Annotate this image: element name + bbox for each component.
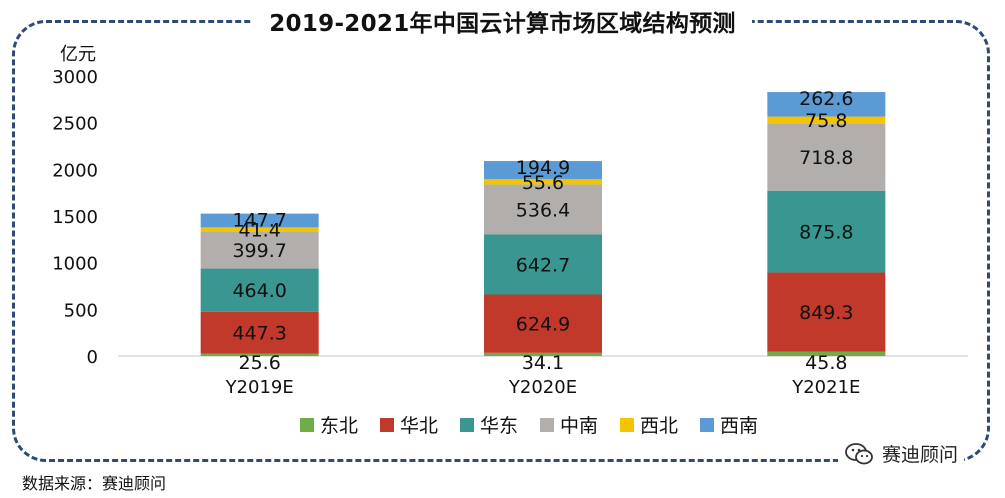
x-tick-label: Y2019E (225, 377, 294, 398)
bar-segment-西南 (200, 213, 319, 228)
y-tick-label: 1000 (52, 254, 98, 275)
data-label: 718.8 (799, 147, 853, 169)
legend-swatch (380, 418, 394, 432)
y-tick-label: 0 (87, 347, 98, 368)
bar-segment-中南 (484, 184, 602, 235)
bar-segment-西北 (484, 179, 602, 185)
data-source-note: 数据来源：赛迪顾问 (22, 474, 167, 493)
chart-title: 2019-2021年中国云计算市场区域结构预测 (253, 4, 752, 38)
y-tick-label: 2000 (52, 160, 98, 181)
bar-segment-华北 (200, 311, 319, 354)
y-tick-label: 3000 (52, 67, 98, 88)
data-label: 399.7 (232, 240, 286, 262)
data-label: 194.9 (516, 157, 570, 179)
brand-badge: 赛迪顾问 (838, 438, 965, 469)
bar-segment-华北 (484, 294, 602, 353)
x-tick-label: Y2021E (791, 377, 860, 398)
data-label: 464.0 (232, 280, 286, 302)
legend-label: 西北 (640, 415, 678, 437)
y-axis-label: 亿元 (60, 44, 96, 65)
legend-label: 东北 (320, 415, 358, 437)
x-tick-label: Y2020E (508, 377, 577, 398)
y-tick-label: 2500 (52, 114, 98, 135)
bar-segment-中南 (200, 231, 319, 269)
data-label: 262.6 (799, 88, 853, 110)
data-label: 447.3 (232, 323, 286, 345)
data-label: 536.4 (516, 199, 570, 221)
data-label: 624.9 (516, 314, 570, 336)
legend-swatch (300, 418, 314, 432)
bar-segment-东北 (200, 353, 319, 356)
y-tick-label: 1500 (52, 207, 98, 228)
data-label: 34.1 (522, 352, 564, 374)
bar-segment-西南 (767, 92, 886, 117)
legend-swatch (460, 418, 474, 432)
data-label: 55.6 (522, 172, 564, 194)
bar-segment-西北 (767, 116, 886, 124)
title-container: 2019-2021年中国云计算市场区域结构预测 (0, 4, 1005, 38)
legend-swatch (700, 418, 714, 432)
bar-segment-东北 (767, 351, 886, 356)
bar-segment-华东 (200, 268, 319, 312)
bar-segment-华东 (767, 190, 886, 273)
data-label: 25.6 (239, 352, 281, 374)
legend-label: 华东 (480, 415, 518, 437)
bar-segment-华东 (484, 234, 602, 295)
legend-label: 西南 (720, 415, 758, 437)
legend-swatch (540, 418, 554, 432)
bar-segment-西南 (484, 161, 602, 180)
bar-segment-华北 (767, 272, 886, 352)
data-label: 75.8 (805, 110, 847, 132)
legend-swatch (620, 418, 634, 432)
data-label: 147.7 (232, 210, 286, 232)
data-label: 642.7 (516, 255, 570, 277)
legend-label: 华北 (400, 415, 438, 437)
wechat-icon (845, 442, 873, 464)
y-tick-label: 500 (64, 300, 98, 321)
data-label: 875.8 (799, 222, 853, 244)
bar-segment-中南 (767, 123, 886, 191)
data-label: 45.8 (805, 352, 847, 374)
data-label: 849.3 (799, 302, 853, 324)
brand-name: 赛迪顾问 (882, 444, 959, 466)
data-label: 41.4 (239, 219, 281, 241)
bar-segment-西北 (200, 227, 319, 232)
bar-segment-东北 (484, 352, 602, 356)
legend-label: 中南 (560, 415, 598, 437)
